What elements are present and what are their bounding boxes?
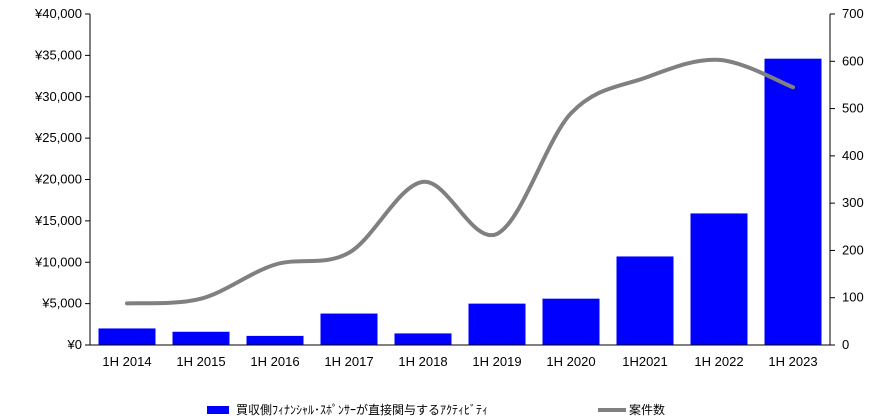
left-tick-label: ¥25,000: [34, 130, 82, 145]
left-tick-label: ¥35,000: [34, 47, 82, 62]
x-tick-label: 1H 2023: [768, 354, 817, 369]
bar: [468, 303, 526, 345]
bar: [394, 333, 452, 345]
right-tick-label: 700: [842, 6, 864, 21]
bar: [246, 335, 304, 345]
x-tick-label: 1H 2018: [398, 354, 447, 369]
right-tick-label: 0: [842, 337, 849, 352]
x-tick-label: 1H2021: [622, 354, 668, 369]
deal-count-line: [125, 57, 795, 306]
legend-label-bar: 買収側ﾌｨﾅﾝｼｬﾙ･ｽﾎﾟﾝｻｰが直接関与するｱｸﾃｨﾋﾞﾃｨ: [236, 402, 488, 417]
bar: [98, 328, 156, 345]
legend-swatch-bar: [207, 406, 229, 414]
left-tick-label: ¥40,000: [34, 6, 82, 21]
left-tick-label: ¥5,000: [41, 296, 82, 311]
line-series: [125, 57, 795, 306]
right-tick-label: 200: [842, 242, 864, 257]
right-tick-label: 500: [842, 101, 864, 116]
x-tick-label: 1H 2015: [176, 354, 225, 369]
x-tick-label: 1H 2020: [546, 354, 595, 369]
bar-series: [98, 58, 822, 346]
right-tick-label: 300: [842, 195, 864, 210]
bar: [690, 213, 748, 345]
bar: [172, 331, 230, 345]
bar: [764, 58, 822, 346]
x-tick-label: 1H 2017: [324, 354, 373, 369]
left-tick-label: ¥0: [67, 337, 82, 352]
left-tick-label: ¥30,000: [34, 89, 82, 104]
bar: [616, 256, 674, 345]
x-tick-label: 1H 2019: [472, 354, 521, 369]
right-tick-label: 600: [842, 53, 864, 68]
legend: 買収側ﾌｨﾅﾝｼｬﾙ･ｽﾎﾟﾝｻｰが直接関与するｱｸﾃｨﾋﾞﾃｨ 案件数: [207, 402, 665, 417]
right-axis-ticks: 0 100 200 300 400 500 600 700: [830, 6, 864, 352]
right-tick-label: 400: [842, 148, 864, 163]
x-axis-labels: 1H 2014 1H 2015 1H 2016 1H 2017 1H 2018 1H 20…: [102, 354, 817, 369]
left-tick-label: ¥20,000: [34, 172, 82, 187]
bar: [320, 313, 378, 345]
axes: [89, 14, 831, 346]
x-tick-label: 1H 2014: [102, 354, 151, 369]
left-tick-label: ¥10,000: [34, 254, 82, 269]
right-tick-label: 100: [842, 290, 864, 305]
legend-label-line: 案件数: [629, 402, 665, 417]
x-tick-label: 1H 2016: [250, 354, 299, 369]
x-tick-label: 1H 2022: [694, 354, 743, 369]
bar: [542, 298, 600, 345]
left-tick-label: ¥15,000: [34, 213, 82, 228]
left-axis-ticks: ¥0 ¥5,000 ¥10,000 ¥15,000 ¥20,000 ¥25,000 ¥30,…: [34, 6, 90, 352]
